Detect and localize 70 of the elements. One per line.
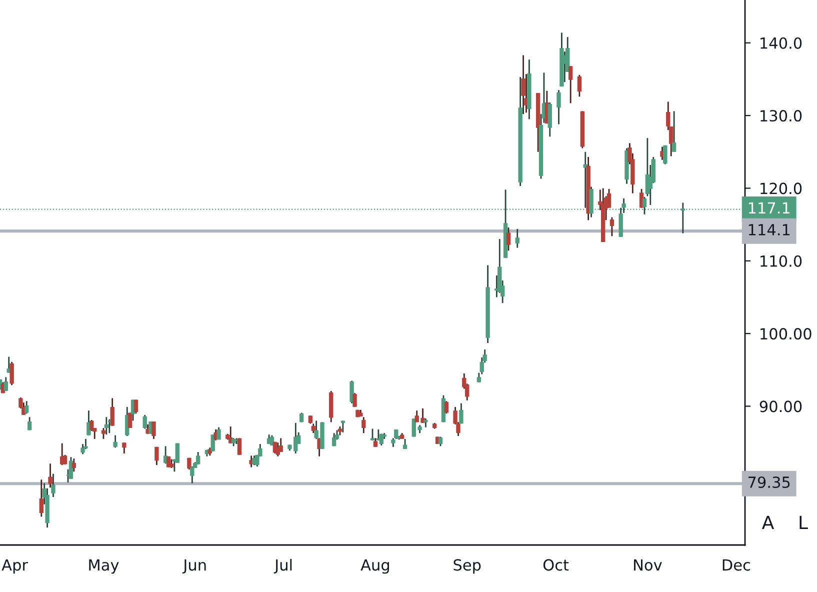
candlestick [329,390,334,423]
y-tick-label: 110.0 [760,255,802,267]
candlestick [672,110,676,153]
candlestick [568,65,573,104]
candlestick [663,144,668,165]
x-tick-label: Aug [360,559,389,574]
candlestick [24,400,29,414]
x-tick-label: Dec [722,559,750,571]
candlestick [216,426,221,440]
y-tick-label: 120.0 [760,182,802,194]
ref-line-label: 114.1 [748,224,790,236]
candlestick [340,420,346,434]
candlestick [190,466,194,484]
candlestick [48,462,52,488]
candlestick [350,380,354,404]
ref-line-label: 117.1 [748,202,790,214]
candlestick [101,427,106,440]
candlestick [51,473,56,498]
candlestick [128,412,132,429]
candlestick [515,228,520,248]
candlestick [68,456,74,480]
candlestick [352,392,357,408]
x-tick-label: May [89,559,119,574]
ref-line-label: 79.35 [748,476,790,488]
candlestick [134,398,138,414]
candlestick [27,416,32,431]
candlestick [521,54,526,115]
candlestick [84,438,88,450]
x-tick-label: Jul [274,558,292,574]
candlestick [506,226,511,252]
candlestick [104,416,109,436]
candlestick [276,442,280,458]
x-tick-label: Apr [2,559,28,574]
candlestick [237,437,242,456]
text: A [762,516,774,529]
y-tick-label: 140.0 [760,37,802,49]
candlestick [4,376,8,392]
candlestick [577,74,582,98]
candlestick [332,432,336,447]
candlestick [90,419,94,432]
candlestick [122,442,126,454]
candlestick [210,434,215,452]
candlestick [72,458,76,472]
candlestick [39,478,44,518]
candlestick [10,361,14,386]
candlestick [459,402,464,424]
x-tick-label: Sep [454,559,481,574]
candlestick [154,446,159,466]
candlestick [278,437,283,453]
y-tick-label: 90.00 [760,400,802,412]
candlestick [80,443,85,455]
candlestick [113,434,118,448]
y-tick-label: 100.00 [760,328,812,340]
candlestick [152,420,156,440]
text: L [800,516,808,529]
candlestick [610,216,614,237]
x-tick-label: Nov [634,559,662,571]
candlestick [110,398,114,427]
candlestick [438,436,443,447]
candlestick [370,428,375,442]
x-tick-label: Oct [543,559,569,571]
candlestick [556,89,561,125]
candlestick [196,451,200,466]
y-tick-label: 130.0 [760,110,802,122]
x-tick-label: Jun [182,559,206,574]
candlestick [362,416,366,434]
candlestick [376,428,381,442]
candlestick [548,102,552,138]
candlestick [444,400,449,414]
candlestick [311,422,316,434]
